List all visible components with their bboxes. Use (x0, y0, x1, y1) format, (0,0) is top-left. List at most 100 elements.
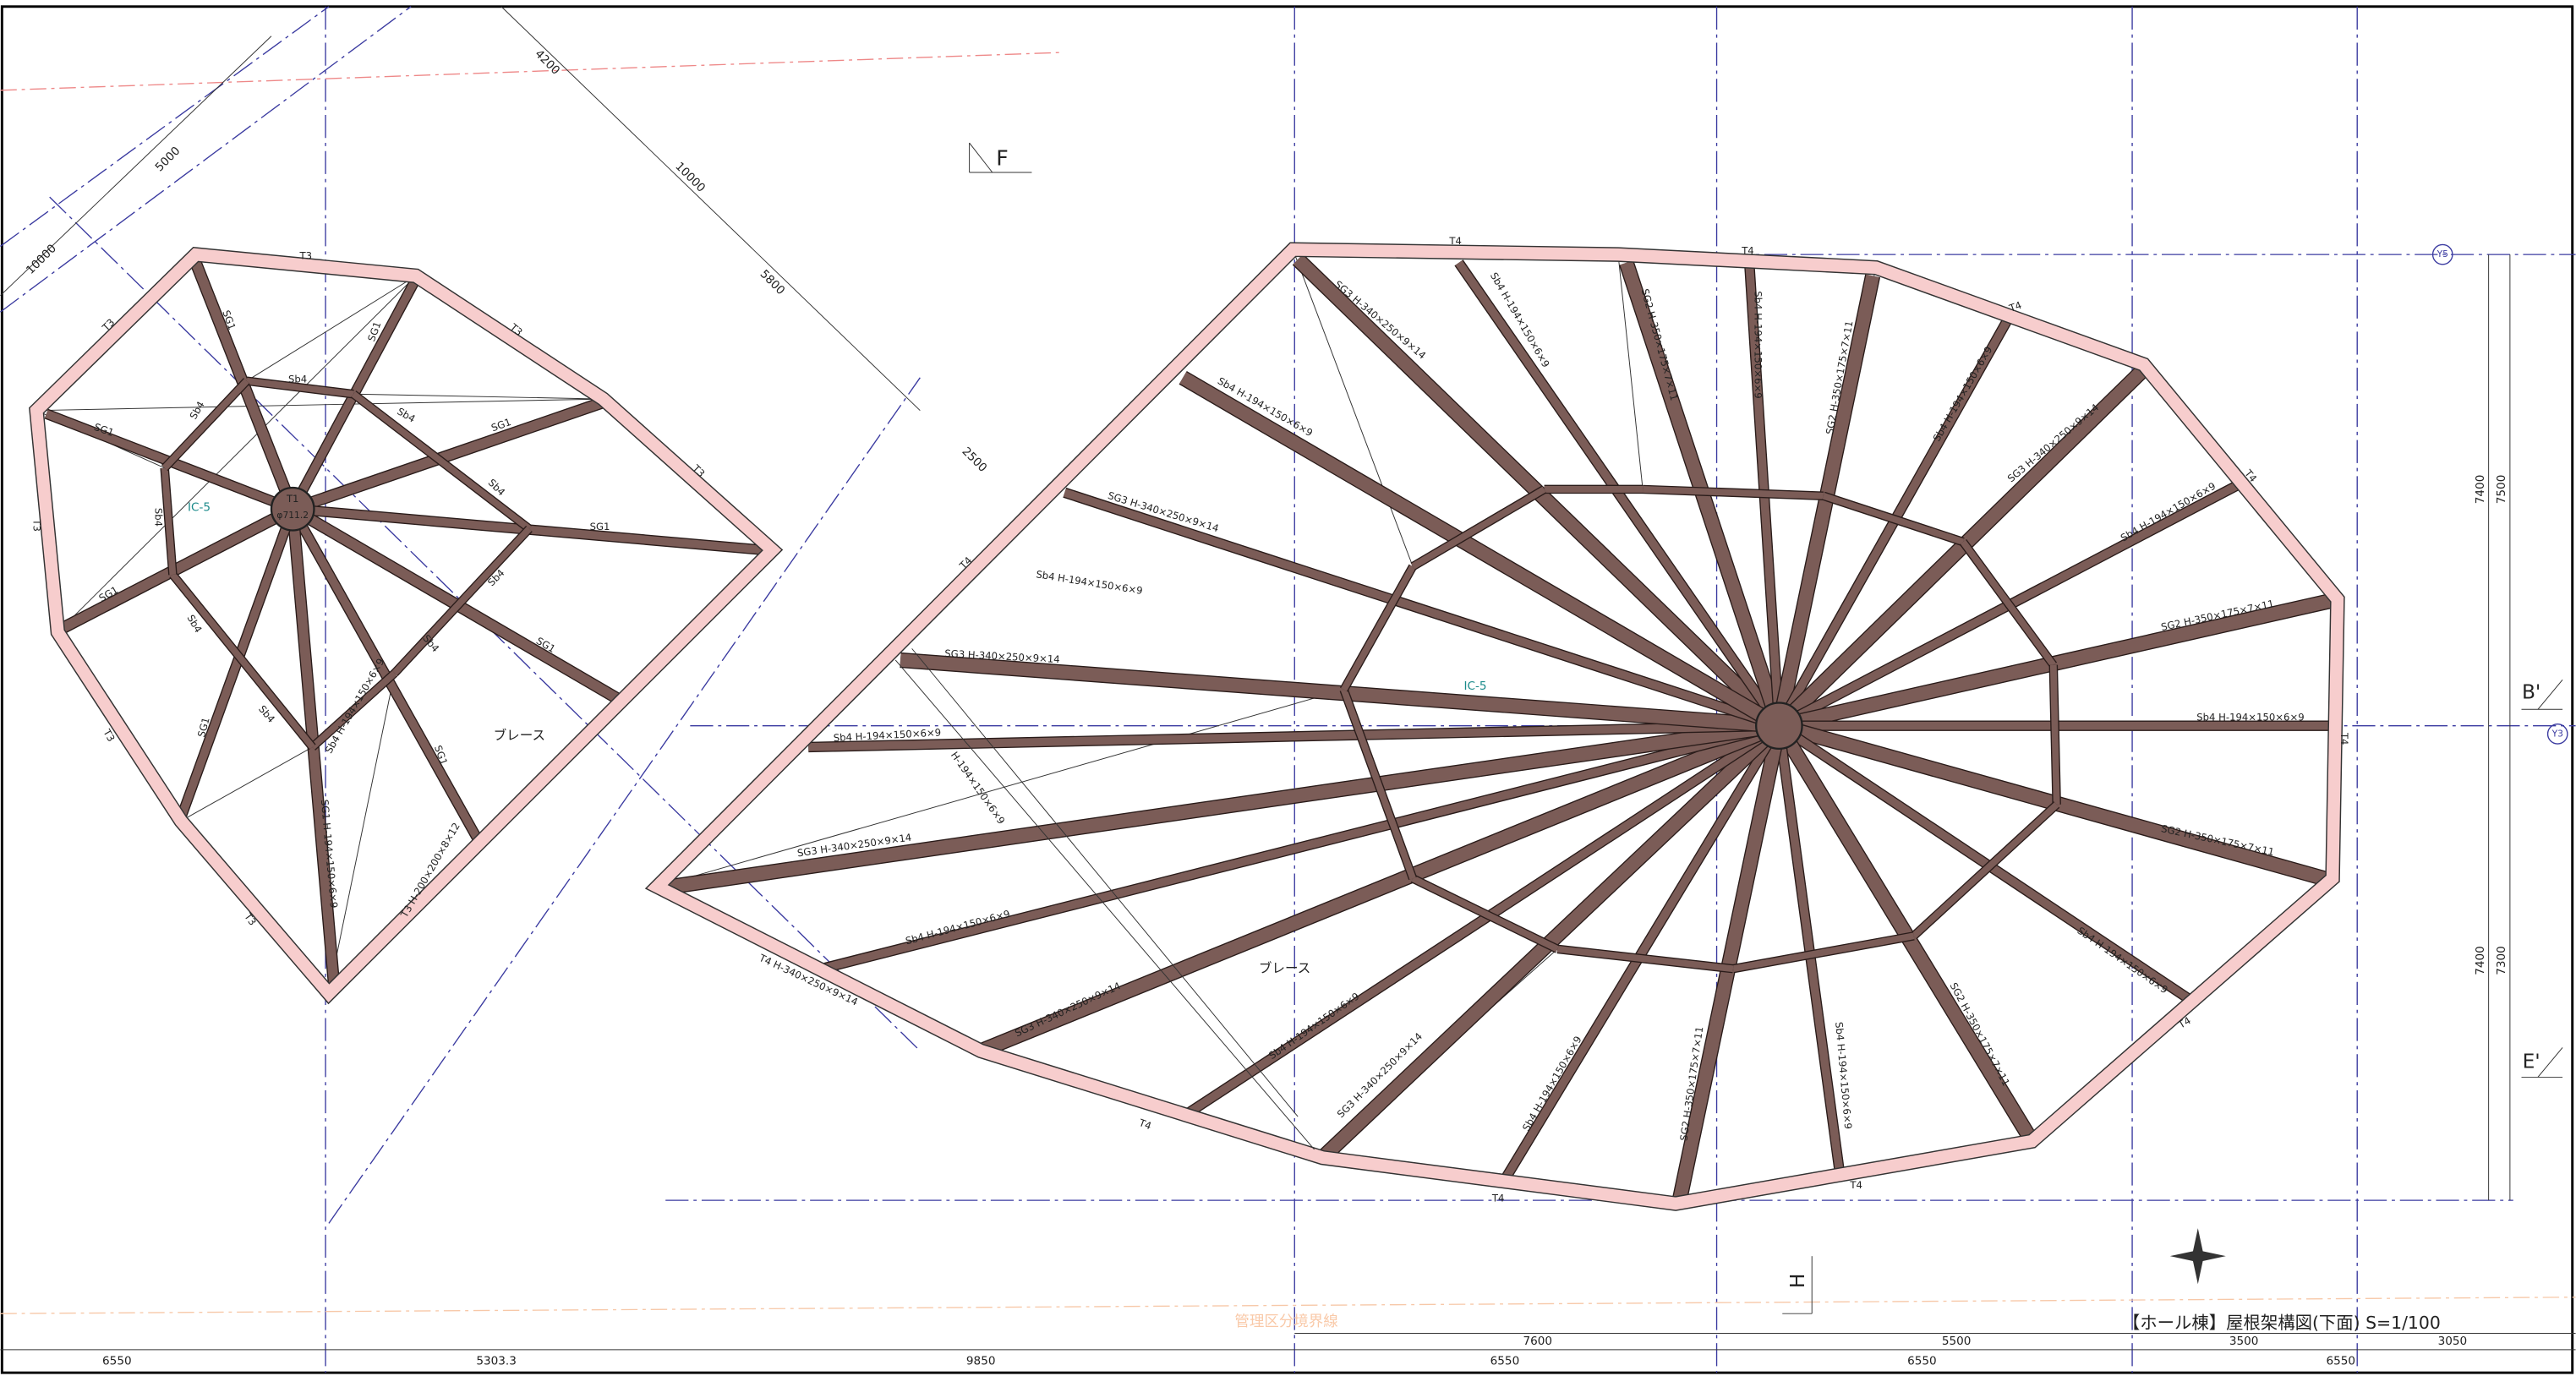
member-label: T4 (2175, 1014, 2192, 1031)
beam (978, 719, 1782, 1057)
drawing-title: 【ホール棟】屋根架構図(下面) S=1/100 (2123, 1313, 2441, 1333)
member-label: T4 (1136, 1117, 1152, 1132)
dimension: 5000 (153, 145, 183, 175)
note: IC-5 (1463, 680, 1486, 693)
member-label: T3 (298, 250, 312, 262)
member-label: T3 (690, 461, 708, 479)
beam (246, 377, 354, 398)
member-label: T4 (1491, 1193, 1505, 1204)
beam (1777, 719, 2327, 885)
member-label: SG1 (92, 421, 115, 439)
dimension: 3500 (2229, 1335, 2259, 1348)
member-label: T4 (1741, 245, 1754, 257)
beam (669, 718, 1780, 893)
dimension: 5303.3 (476, 1355, 517, 1368)
member-label: SG3 H-340×250×9×14 (944, 647, 1060, 665)
member-label: SG1 (432, 744, 450, 767)
member-label: SG1 (220, 309, 238, 331)
note: IC-5 (188, 500, 211, 514)
brace (353, 393, 604, 400)
dimension: 5800 (757, 267, 788, 298)
brace (1617, 254, 1643, 489)
member-label: T4 (1849, 1179, 1862, 1191)
beam (1411, 875, 1559, 953)
beam (161, 379, 249, 471)
dimension: 7500 (2495, 475, 2508, 505)
note: 管理区分境界線 (1234, 1313, 1337, 1330)
grid-label: Y3 (2551, 728, 2563, 739)
hub (270, 486, 315, 532)
frame (0, 5, 2574, 1374)
note: ブレース (1259, 960, 1310, 976)
beam (291, 397, 605, 514)
beam (161, 467, 177, 576)
beam (1960, 539, 2056, 668)
member-label: Sb4 H-194×150×6×9 (1753, 291, 1764, 398)
dimension: 7600 (1523, 1335, 1553, 1348)
dimension: 7400 (2474, 475, 2487, 505)
dimension: 7400 (2474, 946, 2487, 975)
member-label: Sb4 H-194×150×6×9 (2119, 480, 2218, 544)
beam (1911, 802, 2059, 939)
brace (1292, 249, 1414, 567)
beam (1063, 489, 1780, 730)
beam (351, 391, 532, 532)
member-label: Sb4 H-194×150×6×9 (2076, 925, 2170, 997)
beam (391, 526, 532, 676)
brace (246, 275, 417, 382)
member-label: Sb4 H-194×150×6×9 (833, 727, 941, 745)
beam (1179, 372, 1783, 732)
beam (1775, 725, 1845, 1175)
member-label: T4 (1448, 235, 1462, 247)
beam (1822, 493, 1965, 545)
beam (1777, 592, 2339, 733)
member-label: SG1 (195, 716, 212, 739)
dimension: 6550 (1490, 1355, 1520, 1368)
beam (58, 505, 295, 634)
beam (170, 572, 315, 750)
beam (1411, 486, 1546, 570)
member-label: T3 (101, 726, 118, 743)
hub-label: φ711.2 (276, 510, 309, 521)
beam (820, 721, 1780, 973)
roof-edge (30, 248, 782, 1003)
beam (1499, 723, 1783, 1185)
member-label: T4 (2007, 299, 2023, 314)
beam (309, 670, 397, 750)
member-label: SG2 H-350×175×7×11 (1948, 980, 2012, 1088)
beam (1774, 364, 2149, 731)
dimension: 2500 (960, 445, 990, 475)
member-label: Sb4 (288, 373, 307, 385)
beam (1341, 565, 1416, 691)
member-label: Sb4 H-194×150×6×9 (1036, 568, 1144, 597)
grid-label: Y5 (2437, 248, 2448, 259)
brace (911, 648, 1299, 1117)
member-label: SG1 (590, 521, 610, 532)
dimension: 7300 (2495, 946, 2508, 975)
member-label: T3 (242, 910, 259, 928)
member-label: Sb4 H-194×150×6×9 (1931, 344, 1995, 443)
member-label: SG3 H-340×250×9×14 (2005, 401, 2101, 484)
roof-edge (647, 243, 2344, 1210)
section-marker: F (996, 145, 1009, 170)
hub (1755, 702, 1803, 751)
dimension: 6550 (2327, 1355, 2356, 1368)
dimension: 6550 (102, 1355, 132, 1368)
brace (36, 398, 604, 412)
member-label: Sb4 (152, 508, 164, 527)
beam (900, 653, 1780, 733)
dimension: 5500 (1942, 1335, 1972, 1348)
hub-label: T1 (286, 493, 299, 505)
beam (177, 507, 297, 820)
dimension: 4200 (532, 47, 562, 78)
dimension: 3050 (2438, 1335, 2468, 1348)
beam (2049, 664, 2060, 805)
dimension: 9850 (966, 1355, 996, 1368)
member-label: Sb4 H-194×150×6×9 (323, 656, 387, 755)
member-label: Sb4 H-194×150×6×9 (1520, 1034, 1584, 1133)
beam (1340, 688, 1416, 880)
section-marker: H (1786, 1274, 1809, 1289)
brace (57, 276, 417, 633)
beam (1732, 932, 1915, 973)
